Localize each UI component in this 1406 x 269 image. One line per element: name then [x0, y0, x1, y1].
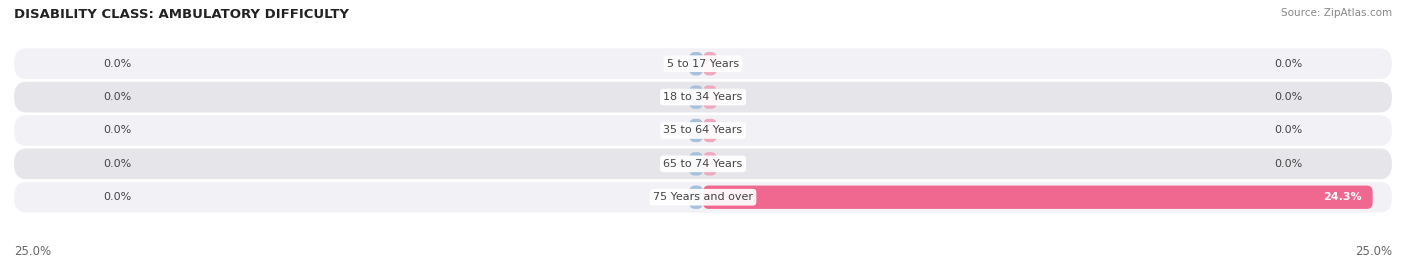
- FancyBboxPatch shape: [689, 119, 703, 142]
- Text: 0.0%: 0.0%: [103, 92, 132, 102]
- FancyBboxPatch shape: [703, 52, 717, 75]
- Text: 24.3%: 24.3%: [1323, 192, 1361, 202]
- FancyBboxPatch shape: [14, 48, 1392, 79]
- FancyBboxPatch shape: [14, 182, 1392, 213]
- FancyBboxPatch shape: [703, 119, 717, 142]
- FancyBboxPatch shape: [689, 152, 703, 175]
- FancyBboxPatch shape: [703, 86, 717, 109]
- Text: DISABILITY CLASS: AMBULATORY DIFFICULTY: DISABILITY CLASS: AMBULATORY DIFFICULTY: [14, 8, 349, 21]
- FancyBboxPatch shape: [14, 115, 1392, 146]
- Text: 25.0%: 25.0%: [14, 245, 51, 258]
- Text: 5 to 17 Years: 5 to 17 Years: [666, 59, 740, 69]
- Text: 0.0%: 0.0%: [103, 192, 132, 202]
- Text: 25.0%: 25.0%: [1355, 245, 1392, 258]
- FancyBboxPatch shape: [703, 186, 1372, 209]
- Text: 75 Years and over: 75 Years and over: [652, 192, 754, 202]
- Text: 18 to 34 Years: 18 to 34 Years: [664, 92, 742, 102]
- Text: 0.0%: 0.0%: [103, 125, 132, 136]
- Text: 65 to 74 Years: 65 to 74 Years: [664, 159, 742, 169]
- FancyBboxPatch shape: [703, 152, 717, 175]
- Text: 0.0%: 0.0%: [1274, 159, 1303, 169]
- Text: 0.0%: 0.0%: [103, 159, 132, 169]
- FancyBboxPatch shape: [689, 86, 703, 109]
- Text: 0.0%: 0.0%: [1274, 92, 1303, 102]
- FancyBboxPatch shape: [689, 186, 703, 209]
- FancyBboxPatch shape: [14, 82, 1392, 112]
- FancyBboxPatch shape: [14, 148, 1392, 179]
- Text: 35 to 64 Years: 35 to 64 Years: [664, 125, 742, 136]
- Text: 0.0%: 0.0%: [103, 59, 132, 69]
- Text: 0.0%: 0.0%: [1274, 59, 1303, 69]
- Text: Source: ZipAtlas.com: Source: ZipAtlas.com: [1281, 8, 1392, 18]
- FancyBboxPatch shape: [689, 52, 703, 75]
- Text: 0.0%: 0.0%: [1274, 125, 1303, 136]
